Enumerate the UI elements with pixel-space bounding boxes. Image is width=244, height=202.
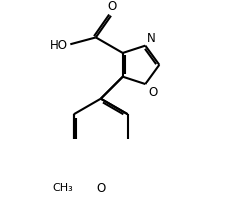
Text: O: O bbox=[148, 85, 158, 98]
Text: O: O bbox=[96, 181, 105, 194]
Text: N: N bbox=[147, 32, 156, 45]
Text: HO: HO bbox=[50, 39, 68, 52]
Text: O: O bbox=[107, 0, 116, 13]
Text: CH₃: CH₃ bbox=[52, 182, 73, 192]
